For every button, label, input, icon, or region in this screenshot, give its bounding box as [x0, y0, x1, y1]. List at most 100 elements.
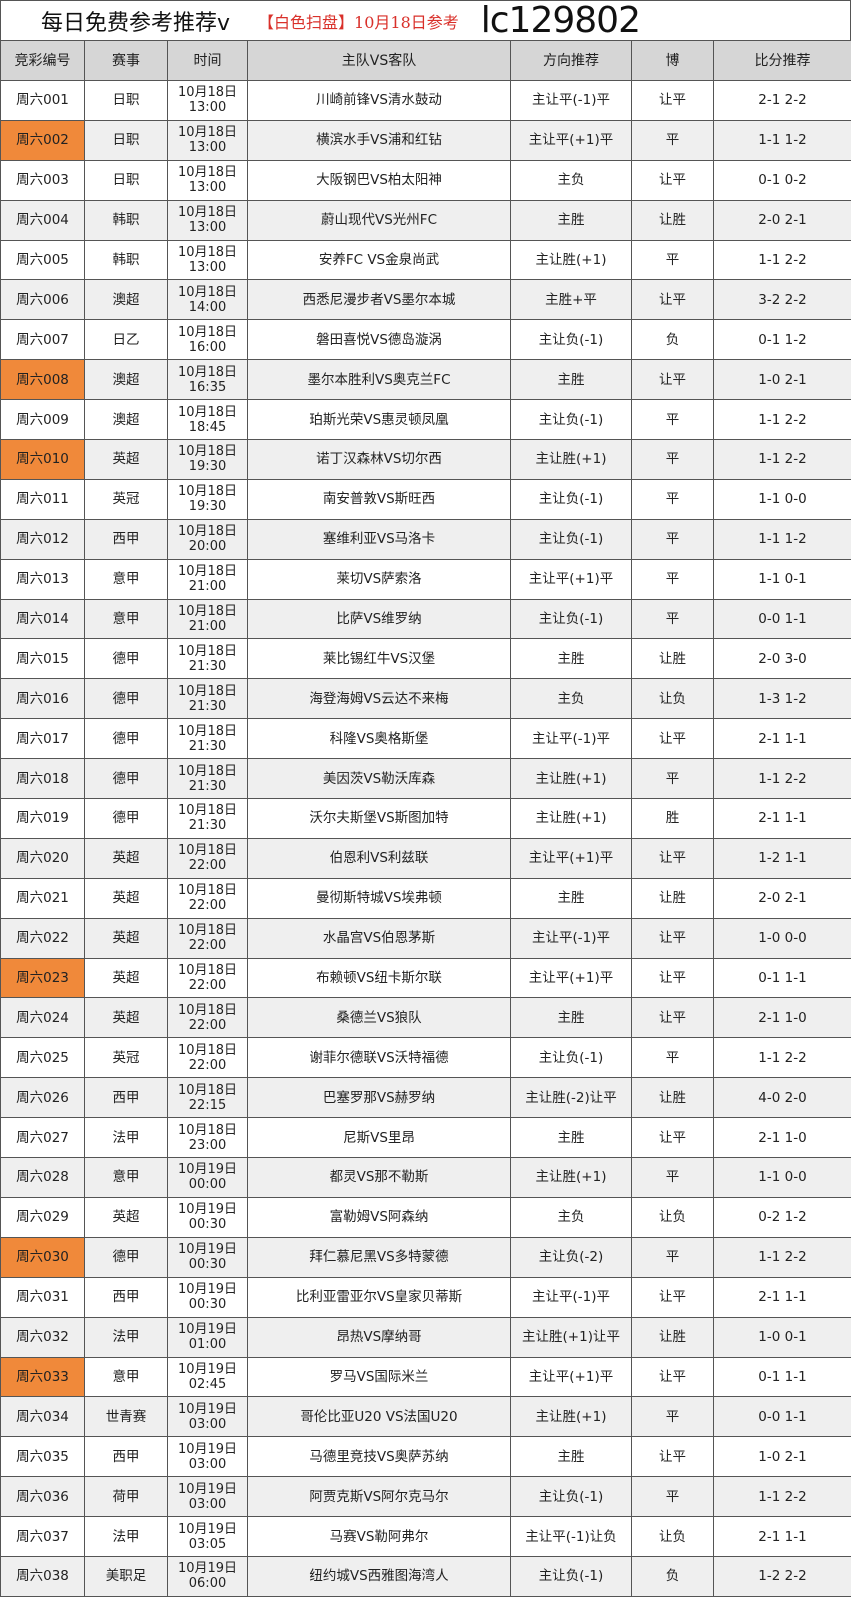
match-id-cell: 周六028 [0, 1157, 85, 1198]
match-date: 10月19日 [177, 1242, 238, 1258]
time-cell: 10月18日 20:00 [167, 518, 248, 560]
score-cell: 2-1 1-1 [713, 798, 851, 839]
league-cell: 世青赛 [84, 1396, 168, 1438]
time-cell: 10月18日 22:00 [167, 1037, 248, 1079]
time-cell: 10月18日 18:45 [167, 399, 248, 441]
league-cell: 德甲 [84, 638, 168, 680]
pick-cell: 主让负(-1) [510, 399, 632, 441]
match-cell: 川崎前锋VS清水鼓动 [247, 80, 511, 121]
match-time: 21:30 [188, 658, 227, 674]
match-cell: 布赖顿VS纽卡斯尔联 [247, 957, 511, 999]
match-cell: 磐田喜悦VS德岛漩涡 [247, 319, 511, 361]
table-row: 周六037 法甲 10月19日 03:05 马赛VS勒阿弗尔 主让平(-1)让负 让负 2-1… [0, 1516, 851, 1557]
match-id-cell: 周六036 [0, 1476, 85, 1518]
match-cell: 巴塞罗那VS赫罗纳 [247, 1077, 511, 1119]
pick-cell: 主让负(-1) [510, 518, 632, 560]
bo-cell: 平 [631, 758, 714, 800]
match-date: 10月18日 [177, 683, 238, 699]
match-cell: 曼彻斯特城VS埃弗顿 [247, 877, 511, 919]
match-date: 10月18日 [177, 604, 238, 620]
league-cell: 德甲 [84, 678, 168, 720]
table-row: 周六001 日职 10月18日 13:00 川崎前锋VS清水鼓动 主让平(-1)平 让平 2-… [0, 80, 851, 121]
league-cell: 意甲 [84, 1157, 168, 1198]
match-date: 10月18日 [177, 444, 238, 460]
table-row: 周六023 英超 10月18日 22:00 布赖顿VS纽卡斯尔联 主让平(+1)平 让平 0-… [0, 957, 851, 999]
column-header: 比分推荐 [713, 40, 851, 81]
time-cell: 10月19日 03:00 [167, 1476, 248, 1518]
match-cell: 昂热VS摩纳哥 [247, 1316, 511, 1358]
pick-cell: 主负 [510, 1196, 632, 1238]
bo-cell: 让平 [631, 917, 714, 959]
match-cell: 伯恩利VS利兹联 [247, 837, 511, 879]
pick-cell: 主让胜(+1) [510, 758, 632, 800]
subtitle: 【白色扫盘】10月18日参考 [258, 12, 459, 32]
league-cell: 英超 [84, 837, 168, 879]
match-cell: 马德里竞技VS奥萨苏纳 [247, 1436, 511, 1478]
table-row: 周六029 英超 10月19日 00:30 富勒姆VS阿森纳 主负 让负 0-2 1-2 [0, 1196, 851, 1238]
match-cell: 哥伦比亚U20 VS法国U20 [247, 1396, 511, 1438]
match-cell: 罗马VS国际米兰 [247, 1356, 511, 1398]
score-cell: 0-0 1-1 [713, 1396, 851, 1438]
time-cell: 10月19日 00:00 [167, 1157, 248, 1198]
time-cell: 10月19日 01:00 [167, 1316, 248, 1358]
match-cell: 都灵VS那不勒斯 [247, 1157, 511, 1198]
league-cell: 日乙 [84, 319, 168, 361]
match-time: 01:00 [188, 1337, 227, 1353]
match-cell: 纽约城VS西雅图海湾人 [247, 1555, 511, 1597]
league-cell: 英超 [84, 997, 168, 1039]
bo-cell: 让胜 [631, 1316, 714, 1358]
time-cell: 10月18日 21:00 [167, 598, 248, 640]
bo-cell: 平 [631, 439, 714, 480]
score-cell: 2-1 2-2 [713, 80, 851, 121]
league-cell: 英超 [84, 439, 168, 480]
bo-cell: 负 [631, 1555, 714, 1597]
table-row: 周六020 英超 10月18日 22:00 伯恩利VS利兹联 主让平(+1)平 让平 1-2 … [0, 837, 851, 879]
match-date: 10月18日 [177, 364, 238, 380]
time-cell: 10月18日 23:00 [167, 1117, 248, 1159]
league-cell: 荷甲 [84, 1476, 168, 1518]
match-cell: 水晶宫VS伯恩茅斯 [247, 917, 511, 959]
match-id-cell: 周六003 [0, 159, 85, 201]
title-bar: 每日免费参考推荐v 【白色扫盘】10月18日参考 lc129802 [0, 0, 851, 41]
match-id-cell: 周六013 [0, 558, 85, 600]
pick-cell: 主让负(-1) [510, 1555, 632, 1597]
bo-cell: 平 [631, 239, 714, 281]
match-cell: 桑德兰VS狼队 [247, 997, 511, 1039]
time-cell: 10月18日 21:00 [167, 558, 248, 600]
pick-cell: 主让平(+1)平 [510, 119, 632, 161]
league-cell: 西甲 [84, 1077, 168, 1119]
match-cell: 马赛VS勒阿弗尔 [247, 1516, 511, 1557]
bo-cell: 让胜 [631, 199, 714, 241]
match-id-cell: 周六037 [0, 1516, 85, 1557]
table-row: 周六017 德甲 10月18日 21:30 科隆VS奥格斯堡 主让平(-1)平 让平 2-1 … [0, 718, 851, 760]
pick-cell: 主让负(-2) [510, 1236, 632, 1278]
table-header-row: 竞彩编号 赛事 时间 主队VS客队 方向推荐 博 比分推荐 [0, 40, 851, 81]
league-cell: 澳超 [84, 399, 168, 441]
match-cell: 南安普敦VS斯旺西 [247, 478, 511, 520]
match-id-cell: 周六021 [0, 877, 85, 919]
match-time: 21:30 [188, 818, 227, 834]
bo-cell: 让平 [631, 159, 714, 201]
match-time: 00:30 [188, 1217, 227, 1233]
league-cell: 德甲 [84, 798, 168, 839]
match-time: 21:30 [188, 738, 227, 754]
table-row: 周六031 西甲 10月19日 00:30 比利亚雷亚尔VS皇家贝蒂斯 主让平(-1)平让… [0, 1276, 851, 1318]
league-cell: 日职 [84, 159, 168, 201]
match-id-cell: 周六009 [0, 399, 85, 441]
match-id-cell: 周六034 [0, 1396, 85, 1438]
league-cell: 意甲 [84, 558, 168, 600]
table-row: 周六014 意甲 10月18日 21:00 比萨VS维罗纳 主让负(-1) 平 0-0 1-1 [0, 598, 851, 640]
match-date: 10月19日 [177, 1282, 238, 1298]
match-time: 21:30 [188, 778, 227, 794]
pick-cell: 主让胜(-2)让平 [510, 1077, 632, 1119]
page-title: 每日免费参考推荐v [41, 10, 231, 36]
match-time: 03:05 [188, 1536, 227, 1552]
league-cell: 西甲 [84, 518, 168, 560]
pick-cell: 主让负(-1) [510, 1476, 632, 1518]
bo-cell: 平 [631, 558, 714, 600]
recommendation-table: 竞彩编号 赛事 时间 主队VS客队 方向推荐 博 比分推荐 周六001 日职 10月… [0, 40, 851, 1597]
pick-cell: 主让平(-1)让负 [510, 1516, 632, 1557]
league-cell: 西甲 [84, 1276, 168, 1318]
bo-cell: 让胜 [631, 1077, 714, 1119]
match-date: 10月18日 [177, 284, 238, 300]
